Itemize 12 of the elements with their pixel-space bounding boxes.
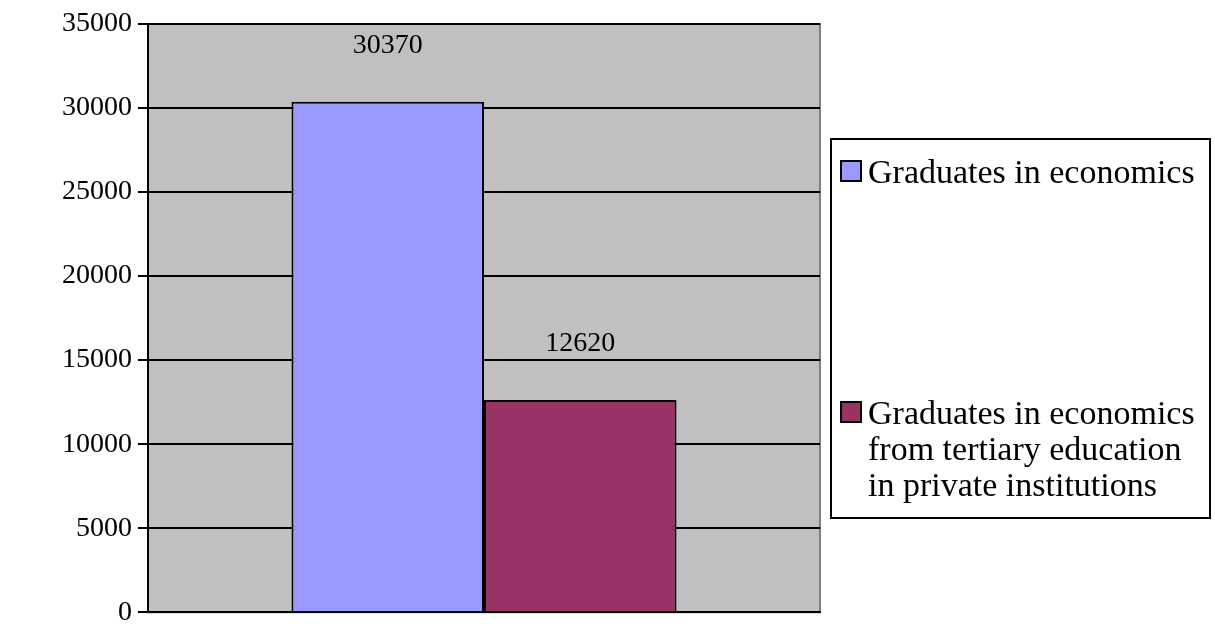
data-label: 30370 xyxy=(352,28,423,60)
y-tick-label: 0 xyxy=(118,594,132,626)
y-tick-label: 15000 xyxy=(62,342,132,374)
y-tick-label: 35000 xyxy=(62,6,132,38)
y-tick-label: 25000 xyxy=(62,174,132,206)
y-tick-label: 5000 xyxy=(76,510,132,542)
y-tick-label: 30000 xyxy=(62,90,132,122)
y-tick-label: 10000 xyxy=(62,426,132,458)
data-label: 12620 xyxy=(545,326,616,358)
y-tick-label: 20000 xyxy=(62,258,132,290)
legend-label: Graduates in economics from tertiary education in private institutions xyxy=(868,394,1196,503)
legend-label: Graduates in economics xyxy=(868,153,1195,190)
